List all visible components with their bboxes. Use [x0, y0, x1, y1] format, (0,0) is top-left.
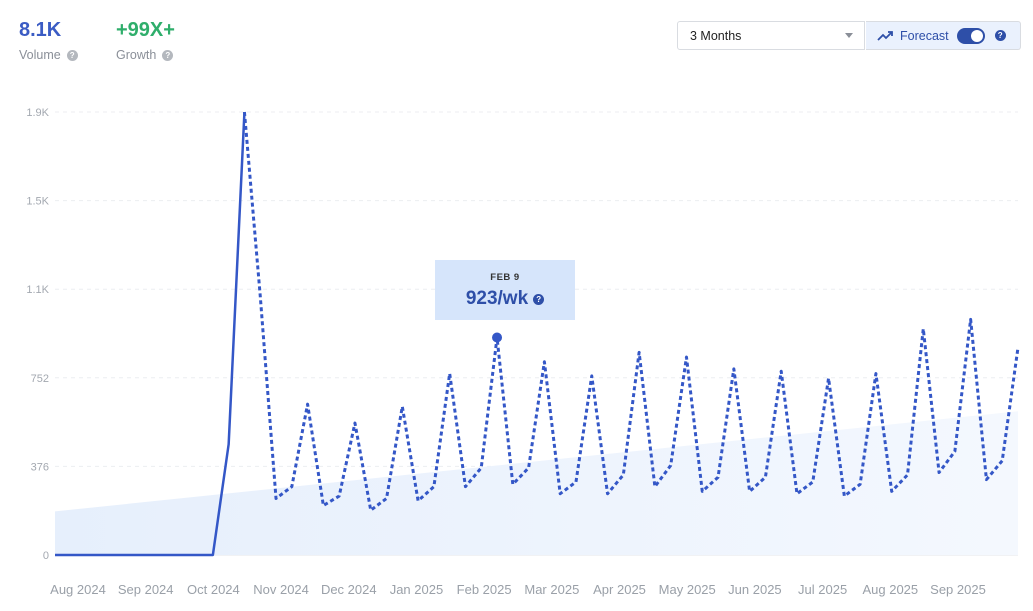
x-tick-label: Mar 2025: [524, 582, 579, 597]
forecast-toggle[interactable]: [956, 27, 985, 44]
help-icon[interactable]: ?: [994, 30, 1006, 41]
x-tick-label: Oct 2024: [187, 582, 240, 597]
forecast-label: Forecast: [900, 28, 949, 43]
y-tick-label: 376: [31, 461, 49, 473]
x-tick-label: Nov 2024: [253, 582, 309, 597]
x-tick-label: Jul 2025: [798, 582, 847, 597]
range-select-value: 3 Months: [690, 28, 742, 43]
trending-up-icon: [877, 30, 893, 41]
forecast-line: [242, 111, 1020, 512]
x-tick-label: Apr 2025: [593, 582, 646, 597]
growth-label: Growth: [116, 48, 157, 62]
highlight-point: [492, 332, 503, 343]
x-tick-label: Aug 2025: [862, 582, 918, 597]
help-icon[interactable]: ?: [66, 49, 78, 61]
x-tick-label: Feb 2025: [457, 582, 512, 597]
volume-label: Volume: [19, 48, 61, 62]
x-tick-label: Aug 2024: [50, 582, 106, 597]
y-tick-label: 752: [31, 373, 49, 385]
volume-value: 8.1K: [19, 19, 62, 41]
trend-area: [55, 411, 1018, 555]
actual-line: [55, 111, 246, 557]
y-tick-label: 1.1K: [26, 284, 49, 296]
tooltip-value: 923/wk: [465, 288, 529, 309]
growth-stat: +99X+ Growth?: [116, 18, 175, 62]
tooltip-date: FEB 9: [490, 272, 520, 283]
help-icon[interactable]: ?: [533, 293, 545, 305]
y-tick-label: 1.5K: [26, 196, 49, 208]
y-tick-label: 1.9K: [26, 107, 49, 119]
x-tick-label: May 2025: [659, 582, 716, 597]
help-icon[interactable]: ?: [162, 49, 174, 61]
volume-stat: 8.1K Volume?: [19, 18, 78, 62]
x-tick-label: Jun 2025: [728, 582, 782, 597]
forecast-control[interactable]: Forecast ?: [866, 21, 1021, 50]
y-tick-label: 0: [43, 550, 49, 562]
growth-value: +99X+: [116, 19, 175, 41]
toggle-knob: [970, 29, 983, 42]
x-tick-label: Sep 2024: [118, 582, 174, 597]
chart-tooltip: FEB 9 923/wk?: [435, 260, 575, 320]
chevron-down-icon: [845, 33, 853, 38]
x-tick-label: Dec 2024: [321, 582, 377, 597]
range-select[interactable]: 3 Months: [677, 21, 865, 50]
x-tick-label: Sep 2025: [930, 582, 986, 597]
x-tick-label: Jan 2025: [390, 582, 444, 597]
